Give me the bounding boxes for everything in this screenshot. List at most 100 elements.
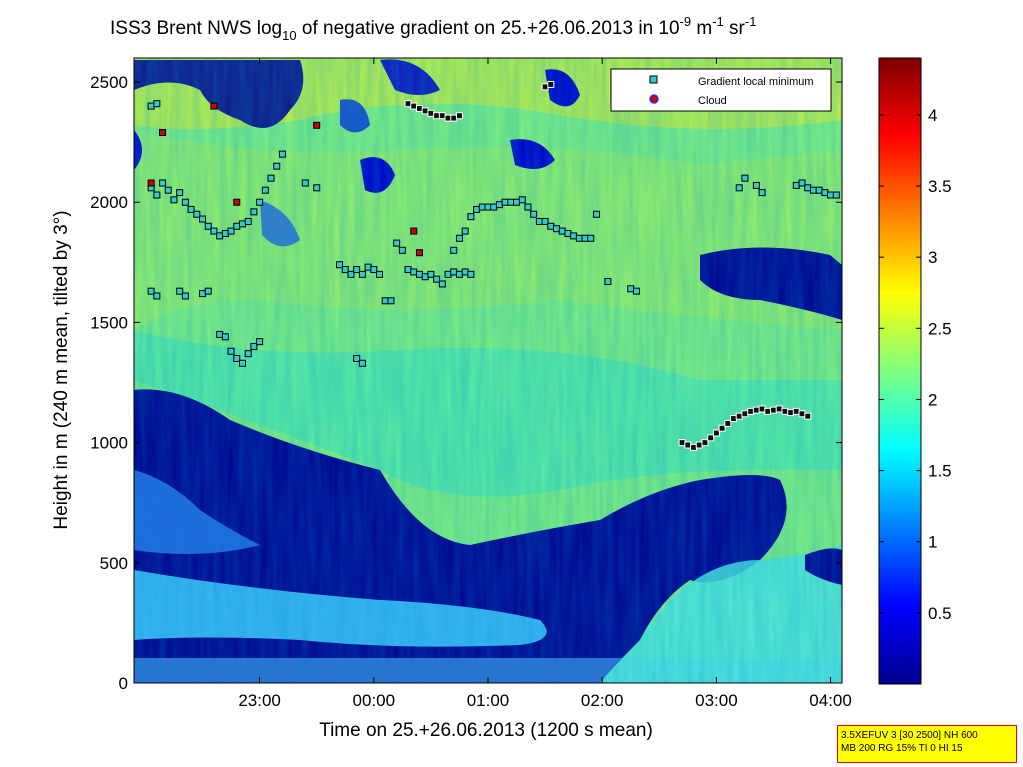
cloud-marker <box>159 129 167 137</box>
gradient-minimum-marker <box>415 104 423 112</box>
gradient-minimum-marker <box>518 196 526 204</box>
gradient-minimum-marker <box>815 186 823 194</box>
colorbar-tick-label: 1 <box>928 533 937 552</box>
gradient-minimum-marker <box>501 198 509 206</box>
colorbar-tick-label: 3.5 <box>928 177 952 196</box>
colorbar-tick-label: 2 <box>928 390 937 409</box>
gradient-minimum-marker <box>787 409 795 417</box>
gradient-minimum-marker <box>238 359 246 367</box>
cloud-marker <box>410 227 418 235</box>
gradient-minimum-marker <box>450 268 458 276</box>
gradient-minimum-marker <box>587 234 595 242</box>
gradient-minimum-marker <box>404 266 412 274</box>
gradient-minimum-marker <box>267 174 275 182</box>
gradient-minimum-marker <box>199 215 207 223</box>
colorbar: 0.5 1 1.5 2 2.5 3 3.5 4 <box>878 57 952 685</box>
gradient-minimum-marker <box>221 333 229 341</box>
gradient-minimum-marker <box>238 220 246 228</box>
gradient-minimum-marker <box>707 434 715 442</box>
gradient-minimum-marker <box>484 203 492 211</box>
y-axis: 0 500 1000 1500 2000 2500 <box>90 73 842 693</box>
gradient-minimum-marker <box>250 342 258 350</box>
legend: Gradient local minimum Cloud <box>610 68 832 112</box>
gradient-minimum-marker <box>604 278 612 286</box>
x-axis: 23:00 00:00 01:00 02:00 03:00 04:00 <box>238 58 852 710</box>
gradient-minimum-marker <box>798 410 806 418</box>
gradient-minimum-marker <box>832 191 840 199</box>
gradient-minimum-marker <box>244 217 252 225</box>
gradient-minimum-marker <box>827 191 835 199</box>
y-tick-label: 2500 <box>90 73 128 92</box>
gradient-minimum-marker <box>547 80 555 88</box>
gradient-minimum-marker <box>541 217 549 225</box>
gradient-minimum-marker <box>444 114 452 122</box>
gradient-minimum-marker <box>513 198 521 206</box>
gradient-minimum-marker <box>592 210 600 218</box>
gradient-minimum-marker <box>524 203 532 211</box>
gradient-minimum-marker <box>478 203 486 211</box>
gradient-minimum-marker <box>256 338 264 346</box>
gradient-minimum-marker <box>227 227 235 235</box>
gradient-minimum-marker <box>427 109 435 117</box>
legend-label-gradient: Gradient local minimum <box>698 76 814 88</box>
colorbar-tick-label: 1.5 <box>928 462 952 481</box>
gradient-minimum-marker <box>159 179 167 187</box>
colorbar-tick-label: 2.5 <box>928 319 952 338</box>
legend-circle-icon <box>649 94 659 104</box>
gradient-minimum-marker <box>210 227 218 235</box>
gradient-minimum-marker <box>735 412 743 420</box>
gradient-minimum-marker <box>781 407 789 415</box>
gradient-minimum-marker <box>181 198 189 206</box>
y-tick-label: 2000 <box>90 193 128 212</box>
gradient-minimum-marker <box>455 234 463 242</box>
gradient-minimum-marker <box>792 181 800 189</box>
x-tick-label: 23:00 <box>238 691 281 710</box>
gradient-minimum-marker <box>170 196 178 204</box>
cloud-marker <box>415 249 423 257</box>
gradient-minimum-marker <box>216 330 224 338</box>
gradient-minimum-marker <box>438 280 446 288</box>
gradient-minimum-marker <box>244 350 252 358</box>
gradient-minimum-marker <box>730 415 738 423</box>
gradient-minimum-marker <box>450 246 458 254</box>
gradient-minimum-marker <box>433 275 441 283</box>
gradient-minimum-marker <box>758 405 766 413</box>
info-line-1: 3.5XEFUV 3 [30 2500] NH 600 <box>841 730 978 741</box>
gradient-minimum-marker <box>433 112 441 120</box>
gradient-minimum-marker <box>798 179 806 187</box>
gradient-minimum-marker <box>187 205 195 213</box>
gradient-minimum-marker <box>261 186 269 194</box>
gradient-minimum-marker <box>467 213 475 221</box>
gradient-minimum-marker <box>632 287 640 295</box>
gradient-minimum-marker <box>353 354 361 362</box>
gradient-minimum-marker <box>393 239 401 247</box>
gradient-minimum-marker <box>769 406 777 414</box>
gradient-minimum-marker <box>558 227 566 235</box>
gradient-minimum-marker <box>364 263 372 271</box>
gradient-minimum-marker <box>553 225 561 233</box>
gradient-minimum-marker <box>398 246 406 254</box>
gradient-minimum-marker <box>381 297 389 305</box>
info-box: 3.5XEFUV 3 [30 2500] NH 600 MB 200 RG 15… <box>837 725 1017 763</box>
gradient-minimum-marker <box>764 407 772 415</box>
colorbar-tick-label: 0.5 <box>928 604 952 623</box>
gradient-minimum-marker <box>775 405 783 413</box>
heatmap-plot <box>134 58 842 683</box>
gradient-minimum-marker <box>199 290 207 298</box>
gradient-minimum-marker <box>575 234 583 242</box>
gradient-minimum-marker <box>421 273 429 281</box>
gradient-minimum-marker <box>301 179 309 187</box>
gradient-minimum-marker <box>547 222 555 230</box>
gradient-minimum-marker <box>204 222 212 230</box>
x-tick-label: 02:00 <box>581 691 624 710</box>
gradient-minimum-marker <box>804 184 812 192</box>
gradient-minimum-marker <box>695 441 703 449</box>
gradient-minimum-marker <box>233 354 241 362</box>
gradient-minimum-marker <box>347 270 355 278</box>
cloud-marker <box>313 121 321 129</box>
cloud-marker <box>210 102 218 110</box>
gradient-minimum-marker <box>741 174 749 182</box>
x-tick-label: 03:00 <box>695 691 738 710</box>
gradient-minimum-marker <box>427 270 435 278</box>
